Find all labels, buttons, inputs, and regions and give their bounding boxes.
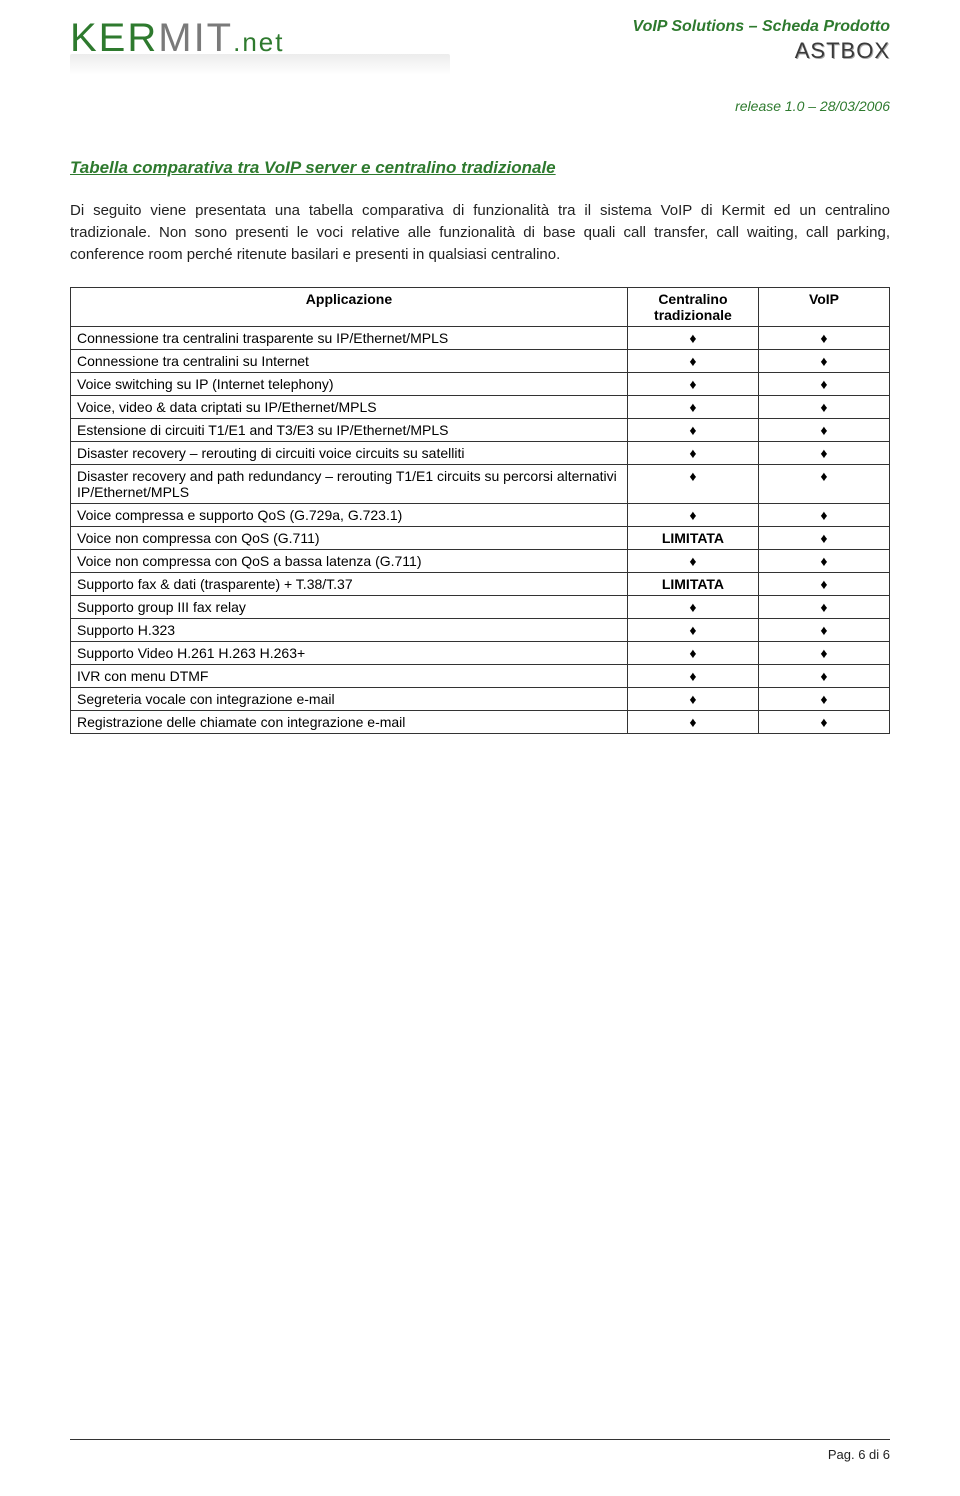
voip-cell: ♦ <box>758 665 889 688</box>
voip-cell: ♦ <box>758 550 889 573</box>
header-subtitle: VoIP Solutions – Scheda Prodotto <box>633 18 891 36</box>
feature-cell: Voice, video & data criptati su IP/Ether… <box>71 396 628 419</box>
trad-cell: LIMITATA <box>627 573 758 596</box>
trad-cell: ♦ <box>627 396 758 419</box>
feature-cell: Supporto fax & dati (trasparente) + T.38… <box>71 573 628 596</box>
feature-cell: Connessione tra centralini su Internet <box>71 350 628 373</box>
feature-cell: Registrazione delle chiamate con integra… <box>71 711 628 734</box>
voip-cell: ♦ <box>758 465 889 504</box>
feature-cell: Voice non compressa con QoS a bassa late… <box>71 550 628 573</box>
table-row: IVR con menu DTMF♦♦ <box>71 665 890 688</box>
feature-cell: Disaster recovery – rerouting di circuit… <box>71 442 628 465</box>
voip-cell: ♦ <box>758 396 889 419</box>
table-row: Estensione di circuiti T1/E1 and T3/E3 s… <box>71 419 890 442</box>
trad-cell: ♦ <box>627 665 758 688</box>
trad-cell: ♦ <box>627 465 758 504</box>
table-row: Connessione tra centralini su Internet♦♦ <box>71 350 890 373</box>
voip-cell: ♦ <box>758 373 889 396</box>
feature-cell: Estensione di circuiti T1/E1 and T3/E3 s… <box>71 419 628 442</box>
trad-cell: ♦ <box>627 619 758 642</box>
voip-cell: ♦ <box>758 642 889 665</box>
logo-text: KERMIT.net <box>70 18 450 58</box>
feature-cell: Voice switching su IP (Internet telephon… <box>71 373 628 396</box>
release-label: release 1.0 – 28/03/2006 <box>70 98 890 114</box>
table-row: Voice non compressa con QoS a bassa late… <box>71 550 890 573</box>
feature-cell: Supporto group III fax relay <box>71 596 628 619</box>
voip-cell: ♦ <box>758 573 889 596</box>
table-header-row: Applicazione Centralino tradizionale VoI… <box>71 288 890 327</box>
table-row: Voice compressa e supporto QoS (G.729a, … <box>71 504 890 527</box>
trad-cell: ♦ <box>627 688 758 711</box>
table-row: Registrazione delle chiamate con integra… <box>71 711 890 734</box>
voip-cell: ♦ <box>758 527 889 550</box>
trad-cell: ♦ <box>627 327 758 350</box>
trad-cell: ♦ <box>627 350 758 373</box>
table-row: Supporto Video H.261 H.263 H.263+♦♦ <box>71 642 890 665</box>
table-row: Disaster recovery and path redundancy – … <box>71 465 890 504</box>
table-row: Supporto H.323♦♦ <box>71 619 890 642</box>
intro-paragraph: Di seguito viene presentata una tabella … <box>70 200 890 265</box>
feature-cell: Disaster recovery and path redundancy – … <box>71 465 628 504</box>
trad-cell: ♦ <box>627 550 758 573</box>
feature-cell: Supporto Video H.261 H.263 H.263+ <box>71 642 628 665</box>
voip-cell: ♦ <box>758 442 889 465</box>
table-row: Supporto group III fax relay♦♦ <box>71 596 890 619</box>
voip-cell: ♦ <box>758 688 889 711</box>
table-row: Connessione tra centralini trasparente s… <box>71 327 890 350</box>
th-applicazione: Applicazione <box>71 288 628 327</box>
voip-cell: ♦ <box>758 619 889 642</box>
page-number: Pag. 6 di 6 <box>828 1447 890 1462</box>
voip-cell: ♦ <box>758 350 889 373</box>
voip-cell: ♦ <box>758 419 889 442</box>
feature-cell: Segreteria vocale con integrazione e-mai… <box>71 688 628 711</box>
trad-cell: ♦ <box>627 596 758 619</box>
voip-cell: ♦ <box>758 711 889 734</box>
trad-cell: ♦ <box>627 711 758 734</box>
trad-cell: ♦ <box>627 504 758 527</box>
table-row: Supporto fax & dati (trasparente) + T.38… <box>71 573 890 596</box>
th-voip: VoIP <box>758 288 889 327</box>
comparison-table: Applicazione Centralino tradizionale VoI… <box>70 287 890 734</box>
logo-reflection <box>70 54 450 84</box>
table-row: Segreteria vocale con integrazione e-mai… <box>71 688 890 711</box>
feature-cell: Voice non compressa con QoS (G.711) <box>71 527 628 550</box>
header-right: VoIP Solutions – Scheda Prodotto ASTBOX <box>633 18 891 64</box>
trad-cell: ♦ <box>627 642 758 665</box>
voip-cell: ♦ <box>758 327 889 350</box>
page-header: KERMIT.net VoIP Solutions – Scheda Prodo… <box>70 18 890 84</box>
trad-cell: LIMITATA <box>627 527 758 550</box>
logo-part-dotnet: .net <box>233 27 284 57</box>
section-title: Tabella comparativa tra VoIP server e ce… <box>70 158 890 178</box>
trad-cell: ♦ <box>627 419 758 442</box>
feature-cell: Voice compressa e supporto QoS (G.729a, … <box>71 504 628 527</box>
table-row: Disaster recovery – rerouting di circuit… <box>71 442 890 465</box>
voip-cell: ♦ <box>758 596 889 619</box>
astbox-mark: ASTBOX <box>633 38 891 64</box>
feature-cell: Supporto H.323 <box>71 619 628 642</box>
th-centralino: Centralino tradizionale <box>627 288 758 327</box>
trad-cell: ♦ <box>627 373 758 396</box>
table-row: Voice switching su IP (Internet telephon… <box>71 373 890 396</box>
feature-cell: IVR con menu DTMF <box>71 665 628 688</box>
feature-cell: Connessione tra centralini trasparente s… <box>71 327 628 350</box>
footer-rule <box>70 1439 890 1440</box>
voip-cell: ♦ <box>758 504 889 527</box>
table-row: Voice, video & data criptati su IP/Ether… <box>71 396 890 419</box>
logo: KERMIT.net <box>70 18 450 84</box>
trad-cell: ♦ <box>627 442 758 465</box>
table-row: Voice non compressa con QoS (G.711)LIMIT… <box>71 527 890 550</box>
